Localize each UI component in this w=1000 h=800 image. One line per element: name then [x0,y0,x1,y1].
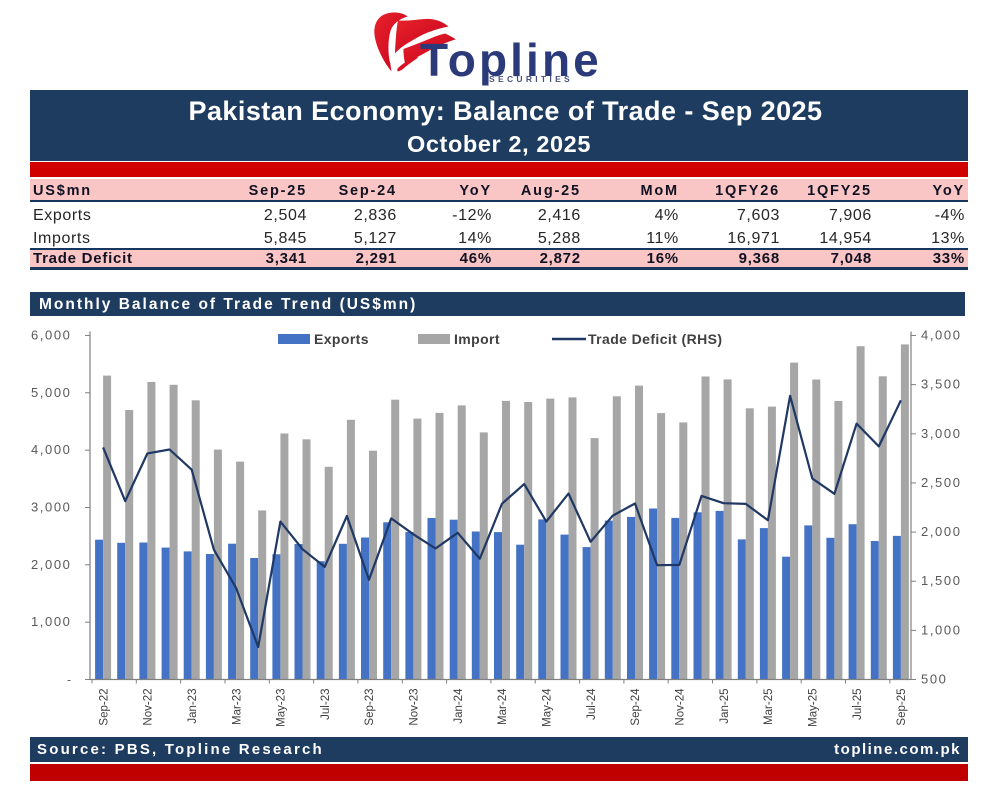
svg-text:Trade Deficit (RHS): Trade Deficit (RHS) [588,331,722,347]
svg-text:3,500: 3,500 [921,377,962,392]
svg-text:Jan-24: Jan-24 [453,688,465,724]
svg-text:Sep-25: Sep-25 [896,689,908,726]
svg-text:Mar-24: Mar-24 [497,688,509,725]
svg-text:3,000: 3,000 [921,426,962,441]
svg-text:1,000: 1,000 [31,614,72,629]
svg-text:Jul-23: Jul-23 [320,689,332,720]
svg-text:4,000: 4,000 [31,442,72,457]
svg-text:Jul-24: Jul-24 [586,688,598,720]
svg-text:2,000: 2,000 [921,524,962,539]
svg-text:Sep-23: Sep-23 [364,689,376,726]
svg-text:Jan-23: Jan-23 [187,689,199,724]
svg-text:3,000: 3,000 [31,500,72,515]
svg-text:May-24: May-24 [542,688,554,727]
svg-text:Sep-24: Sep-24 [630,688,642,726]
svg-text:Mar-23: Mar-23 [231,689,243,725]
svg-text:Nov-24: Nov-24 [675,688,687,726]
svg-text:500: 500 [921,672,948,687]
svg-text:2,500: 2,500 [921,475,962,490]
svg-text:Nov-23: Nov-23 [409,689,421,726]
svg-text:Nov-22: Nov-22 [143,689,155,726]
svg-text:6,000: 6,000 [31,328,72,343]
svg-text:2,000: 2,000 [31,557,72,572]
svg-text:Sep-22: Sep-22 [98,689,110,726]
svg-text:4,000: 4,000 [921,328,962,343]
svg-text:-: - [67,673,71,687]
svg-text:May-25: May-25 [808,689,820,727]
svg-text:1,000: 1,000 [921,622,962,637]
svg-text:Import: Import [454,331,500,347]
svg-text:Exports: Exports [314,331,369,347]
svg-text:5,000: 5,000 [31,385,72,400]
svg-text:May-23: May-23 [276,689,288,727]
svg-text:Jul-25: Jul-25 [852,689,864,720]
svg-text:Mar-25: Mar-25 [763,689,775,725]
svg-text:Jan-25: Jan-25 [719,689,731,724]
svg-text:1,500: 1,500 [921,573,962,588]
